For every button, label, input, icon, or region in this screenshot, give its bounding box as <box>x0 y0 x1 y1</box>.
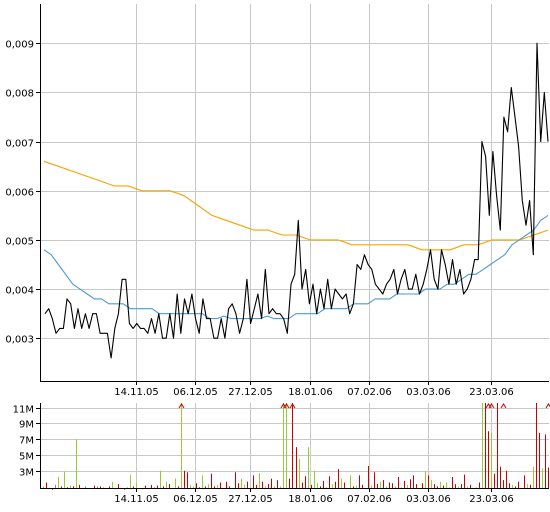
volume-clipped-arrow <box>500 403 507 409</box>
price-y-tick-label: 0,006 <box>5 188 34 199</box>
price-x-tick-label: 07.02.06 <box>347 387 392 398</box>
price-x-tick-label: 18.01.06 <box>288 387 333 398</box>
price-grid <box>40 4 549 381</box>
volume-x-tick-label: 06.12.05 <box>173 494 218 505</box>
price-x-axis: 14.11.05 06.12.05 27.12.05 18.01.06 07.02.06… <box>114 381 514 398</box>
price-series-group <box>43 42 549 359</box>
volume-y-tick-label: 7M <box>19 436 34 447</box>
volume-y-tick-label: 9M <box>19 420 34 431</box>
price-y-tick-label: 0,003 <box>5 335 34 346</box>
price-x-tick-label: 27.12.05 <box>228 387 273 398</box>
volume-y-axis: 3M 5M 7M 9M 11M <box>13 405 40 479</box>
volume-y-tick-label: 5M <box>19 452 34 463</box>
price-y-axis: 0,003 0,004 0,005 0,006 0,007 0,008 0,009 <box>5 40 40 346</box>
volume-panel: 3M 5M 7M 9M 11M 14.11.05 06.12.05 27.12.05 18.0… <box>13 403 550 505</box>
price-y-tick-label: 0,007 <box>5 139 34 150</box>
price-x-tick-label: 03.03.06 <box>406 387 451 398</box>
price-y-tick-label: 0,004 <box>5 286 34 297</box>
volume-plot-area <box>40 403 549 488</box>
price-plot-area <box>40 4 549 381</box>
volume-clipped-arrow <box>178 403 185 409</box>
volume-x-tick-label: 27.12.05 <box>228 494 273 505</box>
volume-clipped-arrow <box>283 403 290 409</box>
price-series-line-2 <box>43 160 549 251</box>
volume-y-tick-label: 3M <box>19 468 34 479</box>
price-x-tick-label: 06.12.05 <box>173 387 218 398</box>
volume-x-tick-label: 07.02.06 <box>347 494 392 505</box>
price-y-tick-label: 0,005 <box>5 237 34 248</box>
volume-x-tick-label: 18.01.06 <box>288 494 333 505</box>
price-y-tick-label: 0,008 <box>5 89 34 100</box>
price-y-tick-label: 0,009 <box>5 40 34 51</box>
volume-y-tick-label: 11M <box>13 405 34 416</box>
volume-x-axis: 14.11.05 06.12.05 27.12.05 18.01.06 07.02.06… <box>114 488 514 505</box>
price-x-tick-label: 14.11.05 <box>114 387 159 398</box>
price-series-line-0 <box>44 42 549 359</box>
volume-clipped-arrow <box>488 403 495 409</box>
price-x-tick-label: 23.03.06 <box>469 387 514 398</box>
price-panel: 0,003 0,004 0,005 0,006 0,007 0,008 0,009 14.1… <box>5 4 549 398</box>
volume-x-tick-label: 14.11.05 <box>114 494 159 505</box>
volume-bars <box>43 403 550 490</box>
volume-x-tick-label: 03.03.06 <box>406 494 451 505</box>
volume-x-tick-label: 23.03.06 <box>469 494 514 505</box>
volume-clipped-arrow <box>289 403 296 409</box>
volume-clipped-arrow <box>545 403 550 409</box>
